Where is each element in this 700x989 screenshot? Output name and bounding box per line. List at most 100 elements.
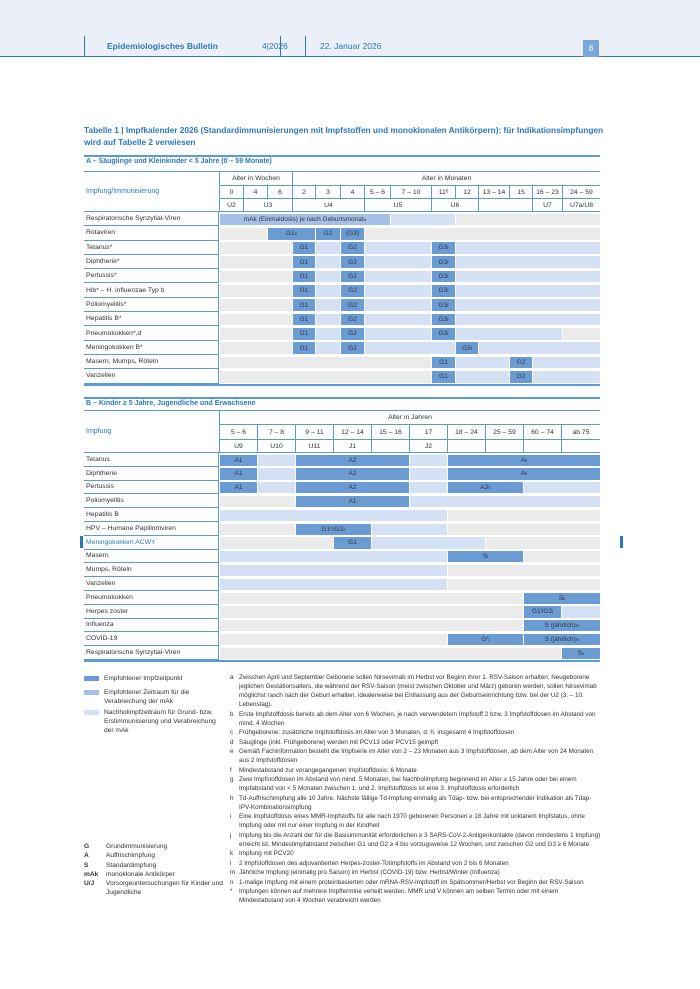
catch-up-period-bar xyxy=(258,468,295,480)
recommended-vaccination-bar: A1 xyxy=(296,495,409,508)
no-recommendation-cell xyxy=(456,213,600,226)
legend-swatch xyxy=(84,690,99,695)
checkup-cell: U3 xyxy=(243,199,292,212)
schedule-label: A xyxy=(520,456,525,464)
catch-up-period-bar xyxy=(533,356,600,369)
age-column-header: 11ᵉ xyxy=(431,186,455,199)
footnote-ref: f xyxy=(447,288,449,294)
recommended-vaccination-bar: G3 f xyxy=(432,313,455,326)
catch-up-period-bar xyxy=(533,370,600,383)
footnote: k Impfung mit PCV20 xyxy=(230,849,602,858)
recommended-vaccination-bar: G1 xyxy=(293,285,315,297)
footnote-ref: f xyxy=(447,259,449,265)
recommended-vaccination-bar: G* j xyxy=(448,633,523,646)
no-recommendation-cell xyxy=(220,227,267,240)
footnote: f Mindestabstand zur vorangegangenen Impf… xyxy=(230,766,602,775)
schedule-label: G2 xyxy=(348,287,357,295)
recommended-vaccination-bar: G1 xyxy=(432,356,455,369)
footnote-text: Frühgeborene: zusätzliche Impfstoffdosis… xyxy=(239,729,515,736)
footnote-ref: e xyxy=(343,526,346,532)
schedule-label: G2 xyxy=(348,344,357,352)
catch-up-period-bar xyxy=(316,285,340,297)
no-recommendation-cell xyxy=(220,592,523,604)
catch-up-period-bar xyxy=(316,313,340,326)
recommended-vaccination-bar: G1 xyxy=(293,242,315,254)
recommended-vaccination-bar: G1 xyxy=(293,313,315,326)
no-recommendation-cell xyxy=(220,356,431,369)
schedule-label: S (jährlich) xyxy=(544,636,576,644)
age-column-header: 9 – 11 xyxy=(295,425,333,440)
journal-name: Epidemiologisches Bulletin xyxy=(107,41,218,51)
schedule-label: G* xyxy=(481,636,489,644)
catch-up-period-bar xyxy=(410,454,447,466)
no-recommendation-cell xyxy=(448,523,600,535)
footnote-ref: m xyxy=(575,637,580,643)
schedule-label: G2 xyxy=(323,230,333,238)
footnote-ref: f xyxy=(447,302,449,308)
catch-up-period-bar xyxy=(456,299,600,312)
recommended-vaccination-bar: S (jährlich) m xyxy=(524,620,600,632)
schedule-label: G1 xyxy=(299,287,309,295)
footnote-key: m xyxy=(230,869,236,876)
recommended-vaccination-bar: G2 xyxy=(341,313,364,326)
schedule-label: G1 xyxy=(299,315,309,323)
footnote: d Säuglinge (inkl. Frühgeborene) werden m… xyxy=(230,738,602,747)
schedule-label: mAk (Einmaldosis) je nach Geburtsmonat xyxy=(243,215,364,223)
no-recommendation-cell xyxy=(220,313,292,326)
no-recommendation-cell xyxy=(563,327,600,340)
age-column-header: 12 xyxy=(455,186,478,199)
schedule-label: A3 xyxy=(480,484,489,492)
mak-period-bar: mAk (Einmaldosis) je nach Geburtsmonat a xyxy=(220,213,390,226)
footnote-ref: f xyxy=(447,245,449,251)
catch-up-period-bar xyxy=(562,606,600,618)
schedule-label: G1 xyxy=(348,539,357,547)
footnote: n 1-malige Impfung mit einem proteinbasie… xyxy=(230,878,602,887)
schedule-label: A1 xyxy=(234,484,243,492)
vaccine-label: Respiratorische Synzytial-Viren xyxy=(84,646,219,660)
footnote-key: j xyxy=(230,831,232,839)
no-recommendation-cell xyxy=(220,342,292,354)
catch-up-period-bar xyxy=(316,299,340,312)
vaccine-label: Pertussis xyxy=(84,480,219,495)
recommended-vaccination-bar: G3 f xyxy=(432,299,455,312)
vaccine-label: Influenza xyxy=(84,618,219,633)
footnote: g Zwei Impfstoffdosen im Abstand von mind… xyxy=(230,775,602,793)
highlight-marker-left xyxy=(80,536,83,548)
catch-up-period-bar xyxy=(410,495,600,508)
abbreviation-key: A xyxy=(84,852,89,860)
footnote-ref: h xyxy=(488,485,491,491)
age-column-header: 17 xyxy=(409,425,447,440)
age-column-header: 4 xyxy=(340,186,364,199)
no-recommendation-cell xyxy=(448,564,600,577)
schedule-label: G1 xyxy=(299,244,309,252)
recommended-vaccination-bar: G2 xyxy=(341,256,364,269)
catch-up-period-bar xyxy=(456,370,509,383)
footnote-ref: b xyxy=(294,231,298,237)
catch-up-period-bar xyxy=(258,482,295,494)
checkup-cell xyxy=(478,199,532,212)
age-column-header: 15 – 16 xyxy=(371,425,409,440)
age-column-header: 25 – 59 xyxy=(485,425,523,440)
footnote-text: Td-Auffrischimpfung alle 10 Jahre. Nächs… xyxy=(239,794,592,811)
catch-up-period-bar xyxy=(456,356,509,369)
vaccine-label: COVID-19 xyxy=(84,632,219,647)
age-column-header: 4 xyxy=(243,186,267,199)
recommended-vaccination-bar: G2 xyxy=(341,299,364,312)
catch-up-period-bar xyxy=(258,454,295,466)
abbreviation-key: U/J xyxy=(84,880,95,888)
journal-header-band xyxy=(0,0,700,57)
footnote-key: g xyxy=(230,776,234,783)
age-column-header: 6 xyxy=(267,186,292,199)
catch-up-period-bar xyxy=(365,270,431,283)
catch-up-period-bar xyxy=(456,313,600,326)
schedule-label: G1ˡ/G2 xyxy=(531,608,553,616)
section-title: A – Säuglinge und Kleinkinder < 5 Jahre … xyxy=(86,158,272,165)
checkup-cell: U4 xyxy=(292,199,364,212)
schedule-label: S (jährlich) xyxy=(544,622,576,630)
recommended-vaccination-bar: A2 xyxy=(296,482,409,494)
footnote-ref: h xyxy=(524,471,528,477)
catch-up-period-bar xyxy=(220,551,447,563)
no-recommendation-cell xyxy=(220,299,292,312)
vaccine-label: Pneumokokken*,d xyxy=(84,326,219,341)
footnote-ref: k xyxy=(563,595,566,601)
